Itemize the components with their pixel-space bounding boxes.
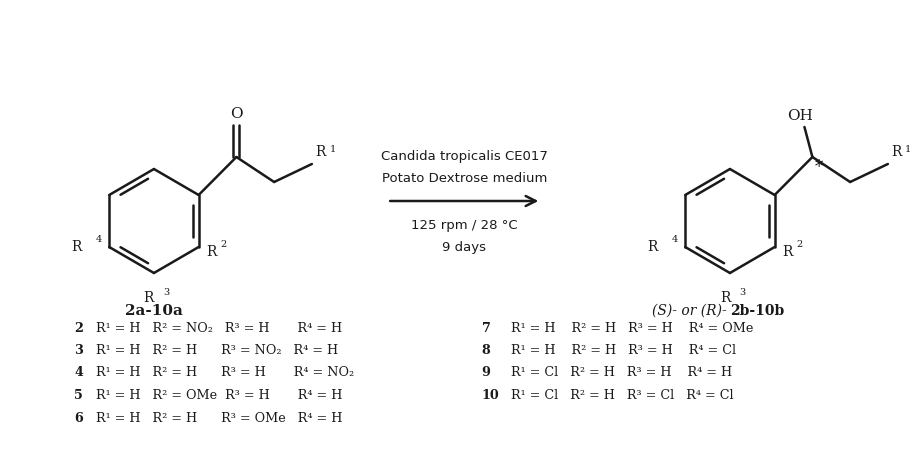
Text: 8: 8 (482, 344, 490, 357)
Text: 3: 3 (739, 288, 745, 297)
Text: R¹ = Cl   R² = H   R³ = H    R⁴ = H: R¹ = Cl R² = H R³ = H R⁴ = H (511, 366, 732, 379)
Text: 4: 4 (671, 235, 678, 244)
Text: OH: OH (787, 109, 814, 123)
Text: 5: 5 (75, 389, 83, 402)
Text: 1: 1 (905, 145, 911, 154)
Text: R¹ = H    R² = H   R³ = H    R⁴ = OMe: R¹ = H R² = H R³ = H R⁴ = OMe (511, 322, 753, 335)
Text: 9: 9 (482, 366, 490, 379)
Text: 10: 10 (482, 389, 499, 402)
Text: R: R (783, 245, 793, 259)
Text: R: R (207, 245, 217, 259)
Text: Potato Dextrose medium: Potato Dextrose medium (382, 172, 547, 185)
Text: R¹ = H   R² = H      R³ = NO₂   R⁴ = H: R¹ = H R² = H R³ = NO₂ R⁴ = H (97, 344, 339, 357)
Text: R¹ = H   R² = H      R³ = H       R⁴ = NO₂: R¹ = H R² = H R³ = H R⁴ = NO₂ (97, 366, 354, 379)
Text: R¹ = H    R² = H   R³ = H    R⁴ = Cl: R¹ = H R² = H R³ = H R⁴ = Cl (511, 344, 737, 357)
Text: 2a-10a: 2a-10a (125, 304, 183, 318)
Text: R: R (891, 145, 901, 159)
Text: R¹ = H   R² = NO₂   R³ = H       R⁴ = H: R¹ = H R² = NO₂ R³ = H R⁴ = H (97, 322, 343, 335)
Text: R: R (315, 145, 325, 159)
Text: 3: 3 (163, 288, 169, 297)
Text: 2b-10b: 2b-10b (730, 304, 784, 318)
Text: 2: 2 (220, 240, 227, 249)
Text: 4: 4 (96, 235, 101, 244)
Text: R¹ = Cl   R² = H   R³ = Cl   R⁴ = Cl: R¹ = Cl R² = H R³ = Cl R⁴ = Cl (511, 389, 734, 402)
Text: 9 days: 9 days (442, 241, 486, 254)
Text: R¹ = H   R² = H      R³ = OMe   R⁴ = H: R¹ = H R² = H R³ = OMe R⁴ = H (97, 411, 343, 425)
Text: R: R (647, 240, 658, 254)
Text: R: R (144, 291, 154, 305)
Text: *: * (814, 159, 823, 176)
Text: 125 rpm / 28 °C: 125 rpm / 28 °C (411, 219, 517, 232)
Text: 1: 1 (330, 145, 336, 154)
Text: Candida tropicalis CE017: Candida tropicalis CE017 (381, 150, 548, 163)
Text: O: O (230, 107, 242, 121)
Text: 3: 3 (75, 344, 84, 357)
Text: R¹ = H   R² = OMe  R³ = H       R⁴ = H: R¹ = H R² = OMe R³ = H R⁴ = H (97, 389, 343, 402)
Text: 2: 2 (796, 240, 803, 249)
Text: 6: 6 (75, 411, 83, 425)
Text: 7: 7 (482, 322, 490, 335)
Text: R: R (71, 240, 81, 254)
Text: 4: 4 (75, 366, 84, 379)
Text: R: R (720, 291, 730, 305)
Text: 2: 2 (75, 322, 84, 335)
Text: (S)- or (R)-: (S)- or (R)- (652, 304, 730, 318)
